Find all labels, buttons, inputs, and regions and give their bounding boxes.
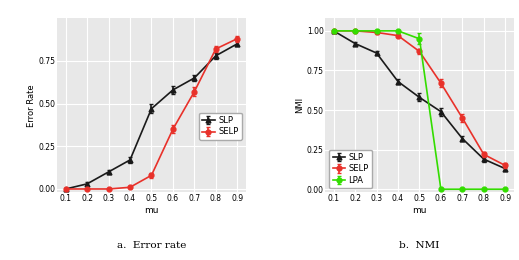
- X-axis label: mu: mu: [412, 206, 427, 214]
- Legend: SLP, SELP: SLP, SELP: [199, 113, 242, 140]
- Legend: SLP, SELP, LPA: SLP, SELP, LPA: [329, 150, 372, 188]
- X-axis label: mu: mu: [144, 206, 159, 214]
- Text: b.  NMI: b. NMI: [399, 240, 440, 250]
- Text: a.  Error rate: a. Error rate: [117, 240, 186, 250]
- Y-axis label: Error Rate: Error Rate: [27, 84, 36, 127]
- Y-axis label: NMI: NMI: [295, 97, 304, 113]
